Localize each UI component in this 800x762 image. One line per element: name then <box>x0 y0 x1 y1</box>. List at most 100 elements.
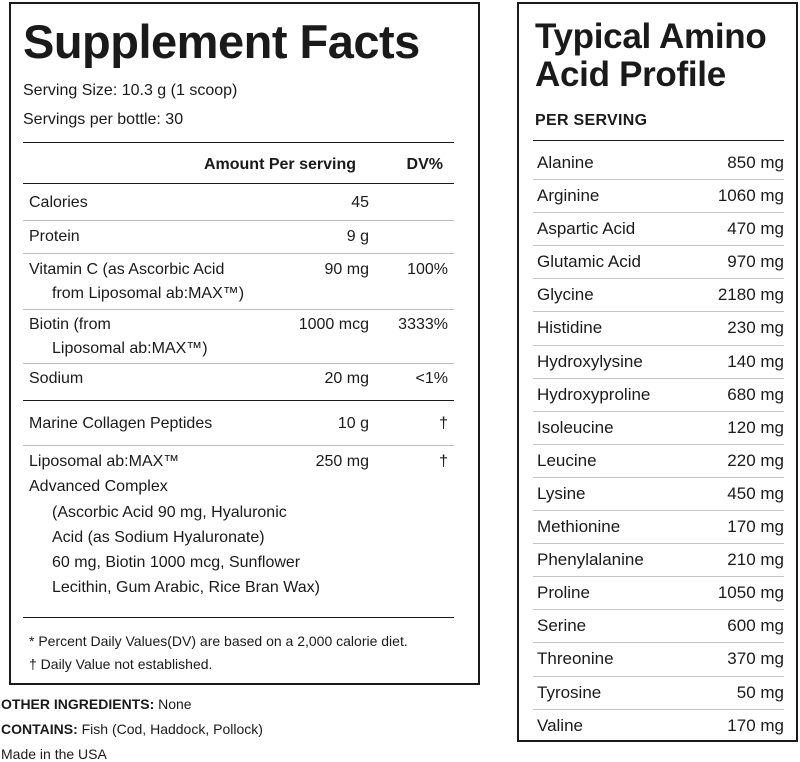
header-dv: DV% <box>406 156 443 173</box>
footnote-dagger: † Daily Value not established. <box>29 656 213 672</box>
nutrient-dv: 100% <box>407 261 448 278</box>
amino-profile-title-line1: Typical Amino <box>535 17 767 56</box>
amino-acid-amount: 220 mg <box>727 450 784 470</box>
amino-acid-name: Hydroxylysine <box>537 351 643 371</box>
complex-description-line: Lecithin, Gum Arabic, Rice Bran Wax) <box>52 579 320 596</box>
amino-acid-row: Valine 170 mg <box>533 710 784 743</box>
amino-acid-name: Leucine <box>537 450 597 470</box>
divider <box>23 363 454 364</box>
divider <box>533 140 784 141</box>
ingredient-dv: † <box>439 453 448 470</box>
divider <box>23 220 454 221</box>
divider <box>23 253 454 254</box>
nutrient-name-line1: Vitamin C (as Ascorbic Acid <box>29 261 225 278</box>
other-ingredients-value: None <box>154 696 192 712</box>
amino-acid-name: Proline <box>537 583 590 603</box>
serving-size: Serving Size: 10.3 g (1 scoop) <box>23 82 238 99</box>
nutrient-name: Protein <box>29 228 80 245</box>
amino-acid-row: Threonine 370 mg <box>533 643 784 677</box>
amino-acid-amount: 120 mg <box>727 417 784 437</box>
ingredient-dv: † <box>439 415 448 432</box>
contains-value: Fish (Cod, Haddock, Pollock) <box>77 721 263 737</box>
amino-acid-name: Glycine <box>537 285 594 305</box>
amino-acid-name: Aspartic Acid <box>537 219 636 239</box>
amino-acid-name: Lysine <box>537 483 586 503</box>
amino-acid-amount: 680 mg <box>727 384 784 404</box>
nutrient-amount: 20 mg <box>324 370 369 387</box>
amino-acid-name: Methionine <box>537 517 621 537</box>
nutrient-amount: 9 g <box>346 228 369 245</box>
nutrient-dv: <1% <box>415 370 448 387</box>
nutrient-dv: 3333% <box>398 316 448 333</box>
nutrient-amount: 45 <box>351 194 369 211</box>
amino-profile-title: Typical Amino Acid Profile <box>535 18 795 94</box>
nutrient-name-line2: from Liposomal ab:MAX™) <box>52 285 245 302</box>
amino-acid-name: Isoleucine <box>537 417 614 437</box>
ingredient-name: Liposomal ab:MAX™ Advanced Complex <box>29 450 179 499</box>
amino-acid-amount: 230 mg <box>727 318 784 338</box>
amino-acid-row: Histidine 230 mg <box>533 312 784 346</box>
amino-acid-row: Hydroxyproline 680 mg <box>533 379 784 412</box>
ingredient-amount: 250 mg <box>315 453 369 470</box>
complex-description-line: (Ascorbic Acid 90 mg, Hyaluronic <box>52 504 287 521</box>
amino-acid-amount: 140 mg <box>727 351 784 371</box>
amino-acid-row: Tyrosine 50 mg <box>533 677 784 710</box>
supplement-facts-title: Supplement Facts <box>23 15 420 68</box>
ingredient-name-line2: Advanced Complex <box>29 478 168 495</box>
divider <box>23 400 454 401</box>
footnote-dv: * Percent Daily Values(DV) are based on … <box>29 633 408 649</box>
amino-acid-name: Threonine <box>537 649 614 669</box>
other-ingredients-label: OTHER INGREDIENTS: <box>1 696 155 712</box>
amino-acid-row: Lysine 450 mg <box>533 478 784 512</box>
divider <box>23 445 454 446</box>
servings-per-bottle: Servings per bottle: 30 <box>23 111 184 128</box>
nutrient-amount: 90 mg <box>324 261 369 278</box>
amino-acid-name: Alanine <box>537 153 594 172</box>
contains: CONTAINS: Fish (Cod, Haddock, Pollock) <box>1 721 263 737</box>
complex-description-line: 60 mg, Biotin 1000 mcg, Sunflower <box>52 554 301 571</box>
nutrient-name-line2: Liposomal ab:MAX™) <box>52 340 208 357</box>
amino-acid-amount: 850 mg <box>727 153 784 172</box>
amino-acid-row: Leucine 220 mg <box>533 445 784 478</box>
divider <box>23 617 454 618</box>
amino-acid-row: Aspartic Acid 470 mg <box>533 213 784 247</box>
ingredient-amount: 10 g <box>337 415 369 432</box>
supplement-facts-panel: Supplement Facts Serving Size: 10.3 g (1… <box>9 2 480 685</box>
amino-acid-amount: 210 mg <box>727 550 784 570</box>
ingredient-name-line1: Liposomal ab:MAX™ <box>29 453 180 470</box>
amino-acid-row: Isoleucine 120 mg <box>533 412 784 445</box>
amino-acid-name: Valine <box>537 715 583 735</box>
divider <box>23 142 454 143</box>
amino-acid-name: Arginine <box>537 186 600 206</box>
nutrient-name: Vitamin C (as Ascorbic Acid from Liposom… <box>29 258 244 306</box>
amino-acid-name: Serine <box>537 616 587 636</box>
amino-acid-amount: 600 mg <box>727 616 784 636</box>
contains-label: CONTAINS: <box>1 721 78 737</box>
amino-acid-name: Phenylalanine <box>537 550 644 570</box>
amino-acid-amount: 2180 mg <box>717 285 784 305</box>
header-amount-per-serving: Amount Per serving <box>203 156 356 173</box>
amino-acid-row: Glutamic Acid 970 mg <box>533 246 784 280</box>
amino-acid-row: Methionine 170 mg <box>533 511 784 545</box>
amino-acid-amount: 450 mg <box>727 483 784 503</box>
amino-acid-row: Serine 600 mg <box>533 610 784 644</box>
other-ingredients: OTHER INGREDIENTS: None <box>1 696 192 712</box>
nutrient-name: Calories <box>29 194 88 211</box>
amino-acid-profile-panel: Typical Amino Acid Profile PER SERVING A… <box>517 2 798 742</box>
amino-acid-amount: 470 mg <box>727 219 784 239</box>
nutrient-name: Biotin (from Liposomal ab:MAX™) <box>29 313 208 361</box>
ingredient-row-liposomal-complex: Liposomal ab:MAX™ Advanced Complex 250 m… <box>23 450 454 610</box>
amino-acid-name: Tyrosine <box>537 682 602 702</box>
amino-acid-amount: 170 mg <box>727 715 784 735</box>
amino-acid-amount: 1060 mg <box>717 186 784 206</box>
made-in-usa: Made in the USA <box>1 746 107 762</box>
amino-acid-amount: 50 mg <box>736 682 784 702</box>
amino-acid-row: Proline 1050 mg <box>533 577 784 611</box>
amino-acid-row: Hydroxylysine 140 mg <box>533 346 784 379</box>
amino-acid-name: Glutamic Acid <box>537 252 641 272</box>
amino-acid-name: Histidine <box>537 318 603 338</box>
nutrient-amount: 1000 mcg <box>298 316 369 333</box>
complex-description-line: Acid (as Sodium Hyaluronate) <box>52 529 265 546</box>
amino-acid-amount: 970 mg <box>727 252 784 272</box>
amino-acid-list: Alanine 850 mg Arginine 1060 mg Aspartic Aci… <box>533 147 784 743</box>
